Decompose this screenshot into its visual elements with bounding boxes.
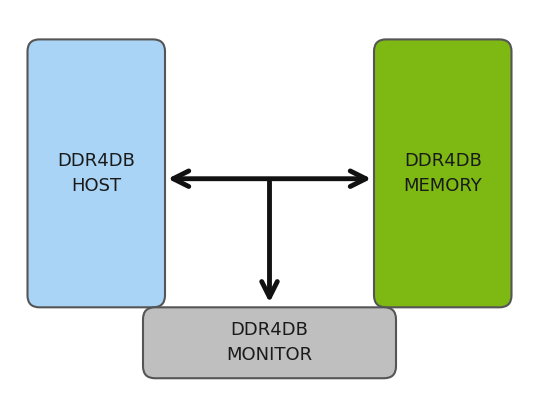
Text: DDR4DB
HOST: DDR4DB HOST [57,152,135,195]
FancyBboxPatch shape [28,39,165,307]
Text: DDR4DB
MEMORY: DDR4DB MEMORY [403,152,482,195]
FancyBboxPatch shape [374,39,512,307]
FancyBboxPatch shape [143,307,396,378]
Text: DDR4DB
MONITOR: DDR4DB MONITOR [227,321,312,364]
